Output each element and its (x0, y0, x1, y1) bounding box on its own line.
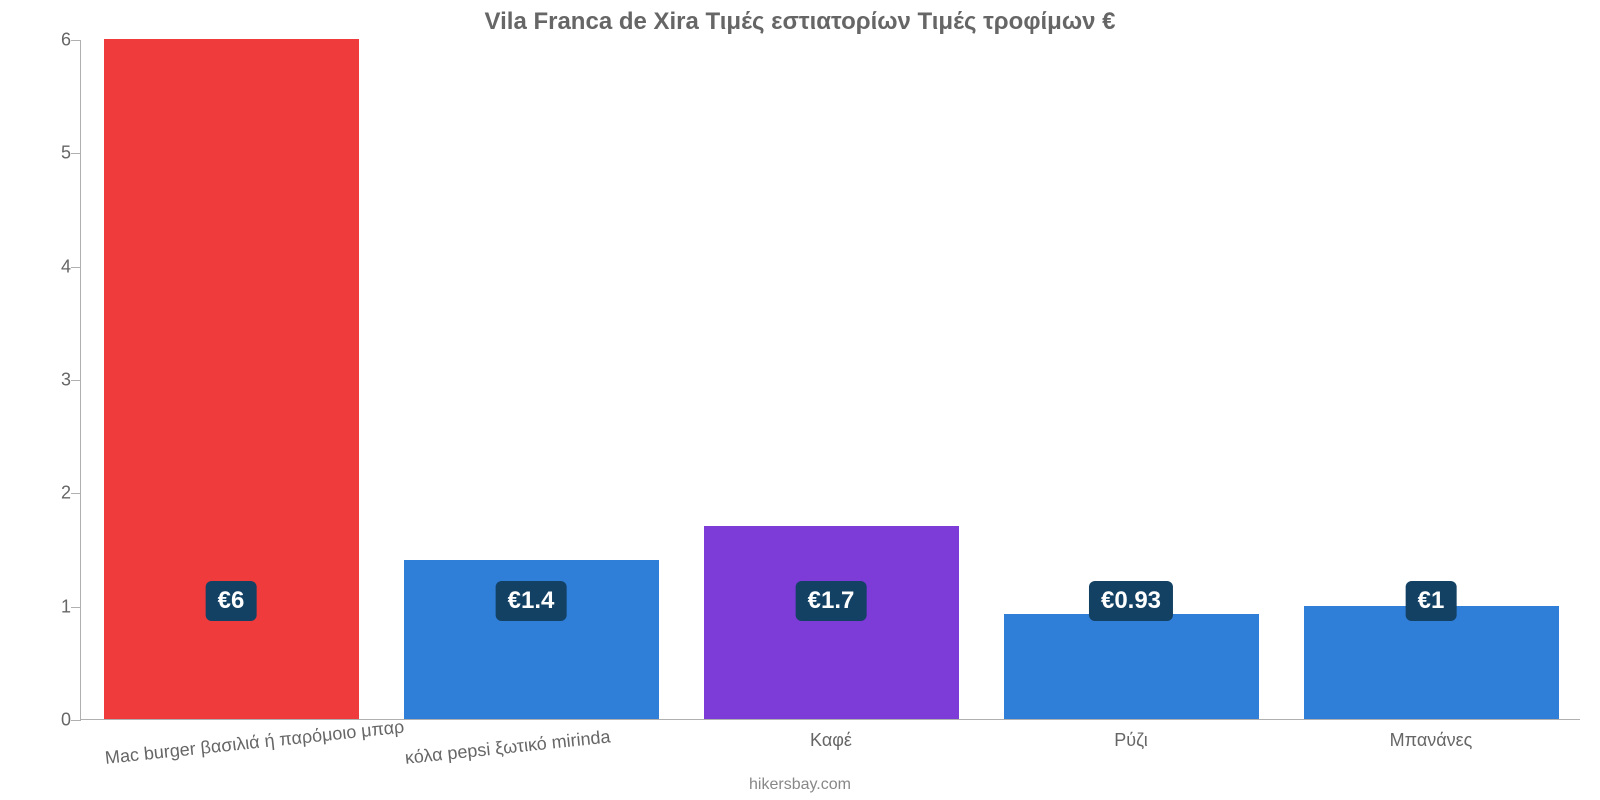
x-axis-label: κόλα pepsi ξωτικό mirinda (404, 726, 611, 768)
y-tick-label: 4 (36, 256, 71, 277)
y-tick (71, 380, 81, 381)
plot-area: 0123456€6Mac burger βασιλιά ή παρόμοιο μ… (80, 40, 1580, 720)
y-tick-label: 0 (36, 710, 71, 731)
price-bar-chart: Vila Franca de Xira Τιμές εστιατορίων Τι… (0, 0, 1600, 800)
chart-title: Vila Franca de Xira Τιμές εστιατορίων Τι… (0, 8, 1600, 36)
y-tick (71, 40, 81, 41)
value-badge: €1.4 (496, 581, 567, 621)
x-axis-label: Καφέ (810, 730, 852, 751)
y-tick (71, 493, 81, 494)
y-tick (71, 267, 81, 268)
x-axis-label: Ρύζι (1114, 730, 1147, 751)
bar (1004, 614, 1259, 719)
y-tick-label: 2 (36, 483, 71, 504)
bar (1304, 606, 1559, 719)
y-tick (71, 607, 81, 608)
y-tick-label: 5 (36, 143, 71, 164)
x-axis-label: Mac burger βασιλιά ή παρόμοιο μπαρ (104, 717, 405, 769)
value-badge: €1 (1406, 581, 1457, 621)
attribution-text: hikersbay.com (0, 776, 1600, 794)
value-badge: €0.93 (1089, 581, 1173, 621)
y-tick (71, 153, 81, 154)
y-tick-label: 6 (36, 30, 71, 51)
value-badge: €6 (206, 581, 257, 621)
bar (704, 526, 959, 719)
y-tick-label: 1 (36, 596, 71, 617)
y-tick-label: 3 (36, 370, 71, 391)
y-tick (71, 720, 81, 721)
value-badge: €1.7 (796, 581, 867, 621)
x-axis-label: Μπανάνες (1390, 730, 1473, 751)
